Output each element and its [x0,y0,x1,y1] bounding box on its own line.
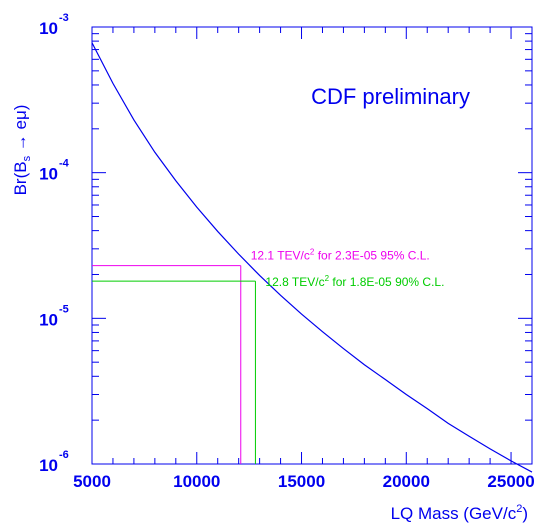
plot-frame [91,26,533,465]
x-tick-label: 5000 [73,472,111,491]
y-tick-exponent: -4 [59,158,70,170]
y-axis-title: Br(Bs → eμ) [11,105,33,196]
x-tick-label: 25000 [487,472,534,491]
x-tick-label: 10000 [173,472,220,491]
y-tick-exponent: -6 [59,449,69,461]
x-axis-title: LQ Mass (GeV/c2) [391,503,528,523]
y-tick-label: 10 [39,19,58,38]
confidence-annotation: 12.1 TEV/c2 for 2.3E-05 95% C.L. [251,248,430,263]
branching-ratio-curve [91,42,533,473]
confidence-annotation: 12.8 TEV/c2 for 1.8E-05 90% C.L. [265,274,444,289]
y-axis-title-br: Br(B [11,161,30,195]
y-axis-title-arrow: → eμ) [11,105,30,156]
y-tick-label: 10 [39,456,58,475]
annotations: 12.1 TEV/c2 for 2.3E-05 95% C.L. 12.8 TEV… [251,248,445,290]
y-axis-title-sub: s [21,155,33,161]
y-tick-exponent: -5 [59,303,69,315]
curve-layer [91,42,533,473]
svg-text:Br(Bs → eμ): Br(Bs → eμ) [11,105,33,196]
x-tick-label: 15000 [278,472,325,491]
reference-lines [92,265,256,464]
y-tick-exponent: -3 [59,12,69,24]
cdf-preliminary-label: CDF preliminary [311,84,470,109]
y-tick-label: 10 [39,310,58,329]
x-tick-label: 20000 [383,472,430,491]
y-tick-label: 10 [39,165,58,184]
